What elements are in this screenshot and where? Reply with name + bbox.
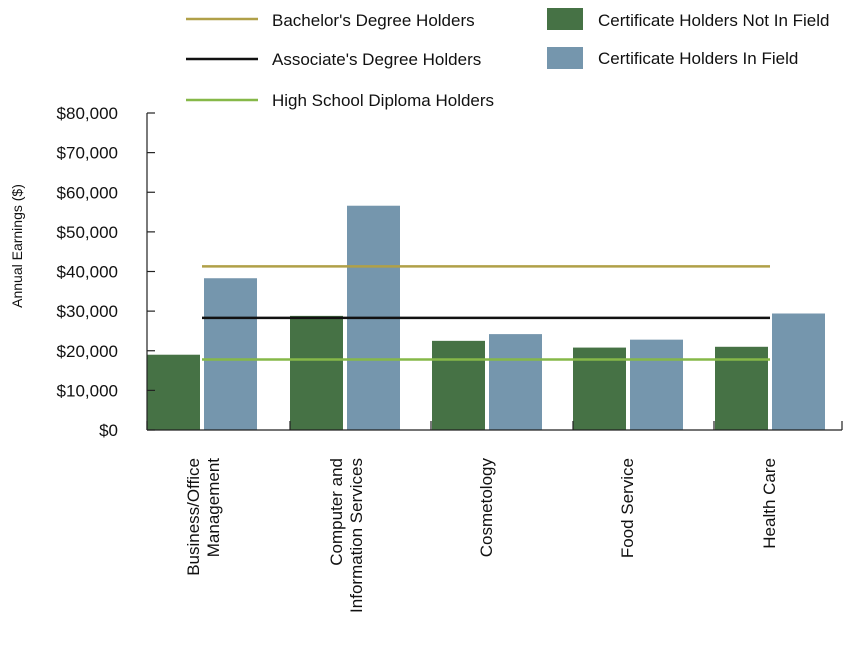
legend-swatch-in-field	[547, 47, 583, 69]
y-axis-title: Annual Earnings ($)	[9, 184, 25, 308]
x-category-label-1-line-1: Information Services	[347, 458, 366, 613]
bar-not-in-field-1	[290, 315, 343, 430]
legend-label-high-school: High School Diploma Holders	[272, 91, 494, 110]
bar-in-field-2	[489, 334, 542, 430]
x-category-label-0-line-1: Management	[204, 458, 223, 558]
legend-swatch-not-in-field	[547, 8, 583, 30]
y-tick-label-7: $70,000	[57, 144, 118, 163]
bar-in-field-0	[204, 278, 257, 430]
legend: Bachelor's Degree Holders Associate's De…	[186, 8, 829, 110]
y-ticks: $0 $10,000 $20,000 $30,000 $40,000 $50,000 $60…	[57, 104, 155, 440]
x-labels: Business/Office Management Computer and Inf…	[184, 458, 779, 613]
x-category-label-0-line-0: Business/Office	[184, 458, 203, 576]
bar-in-field-4	[772, 313, 825, 430]
x-category-label-1-line-0: Computer and	[327, 458, 346, 566]
bars	[147, 205, 825, 430]
bar-not-in-field-0	[147, 354, 200, 430]
y-tick-label-1: $10,000	[57, 381, 118, 400]
legend-label-associates: Associate's Degree Holders	[272, 50, 481, 69]
y-tick-label-3: $30,000	[57, 302, 118, 321]
x-category-label-3: Food Service	[618, 458, 637, 558]
y-tick-label-2: $20,000	[57, 342, 118, 361]
y-tick-label-5: $50,000	[57, 223, 118, 242]
y-tick-label-0: $0	[99, 421, 118, 440]
legend-label-not-in-field: Certificate Holders Not In Field	[598, 11, 829, 30]
y-tick-label-6: $60,000	[57, 183, 118, 202]
x-category-label-4: Health Care	[760, 458, 779, 549]
bar-not-in-field-3	[573, 347, 626, 430]
legend-label-bachelors: Bachelor's Degree Holders	[272, 11, 475, 30]
legend-label-in-field: Certificate Holders In Field	[598, 49, 798, 68]
bar-not-in-field-2	[432, 340, 485, 430]
y-tick-label-8: $80,000	[57, 104, 118, 123]
bar-in-field-3	[630, 339, 683, 430]
x-category-label-2: Cosmetology	[477, 458, 496, 558]
y-tick-label-4: $40,000	[57, 263, 118, 282]
reference-lines	[202, 265, 770, 361]
